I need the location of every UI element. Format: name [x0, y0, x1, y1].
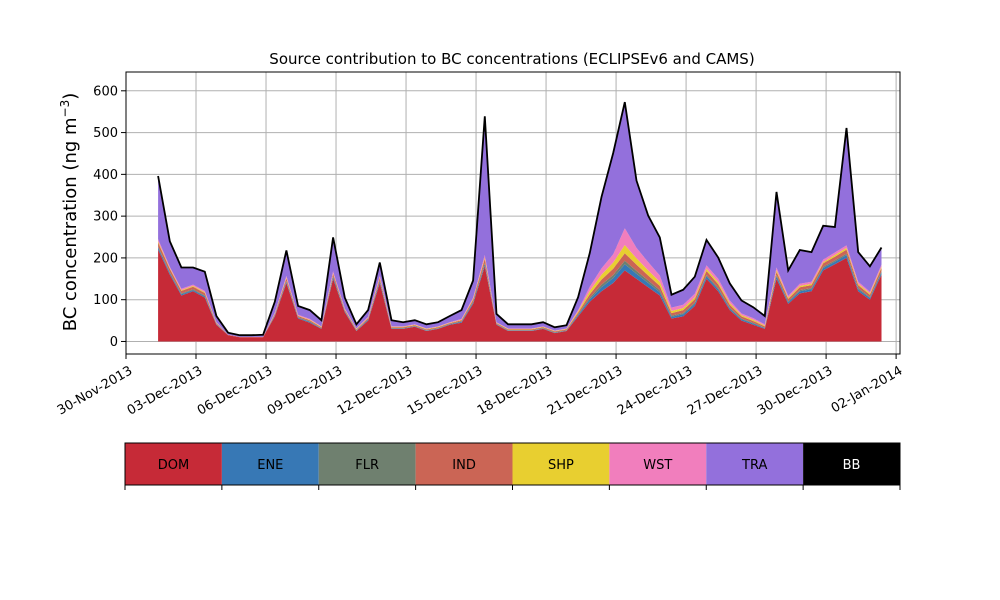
area-dom: [158, 249, 882, 342]
legend-label-dom: DOM: [158, 458, 189, 473]
axes-frame: [125, 71, 901, 355]
legend-swatch-shp: [512, 443, 610, 485]
y-tick-label: 300: [93, 210, 118, 225]
y-tick-label: 600: [93, 84, 118, 99]
plot-frame: [125, 71, 901, 355]
y-tick-label: 100: [93, 293, 118, 308]
legend-label-tra: TRA: [741, 458, 767, 473]
y-tick-label: 200: [93, 251, 118, 266]
legend-swatch-ind: [415, 443, 513, 485]
area-tra: [158, 102, 882, 337]
legend-colorbar: DOM ENE FLR IND SHP WST TRA BB: [124, 442, 901, 490]
y-tick-label: 0: [110, 335, 118, 350]
legend-swatch-bb: [803, 443, 900, 485]
legend-label-wst: WST: [643, 458, 672, 473]
legend-swatch-wst: [609, 443, 707, 485]
legend-swatch-flr: [318, 443, 416, 485]
chart-title: Source contribution to BC concentrations…: [269, 50, 754, 68]
legend-swatch-tra: [706, 443, 804, 485]
legend-label-flr: FLR: [355, 458, 379, 473]
y-tick-label: 400: [93, 168, 118, 183]
legend-frame: [124, 442, 901, 486]
legend-swatch-dom: [125, 443, 222, 485]
y-axis: 0 100 200 300 400 500 600: [93, 84, 126, 350]
y-tick-label: 500: [93, 126, 118, 141]
legend-label-shp: SHP: [548, 458, 574, 473]
plot-areas: [157, 101, 883, 342]
legend-label-ind: IND: [452, 458, 476, 473]
legend-label-bb: BB: [843, 458, 861, 473]
legend-label-ene: ENE: [257, 458, 283, 473]
y-axis-label: BC concentration (ng m−3): [58, 93, 81, 332]
legend-swatch-ene: [221, 443, 319, 485]
total-line: [157, 101, 883, 337]
